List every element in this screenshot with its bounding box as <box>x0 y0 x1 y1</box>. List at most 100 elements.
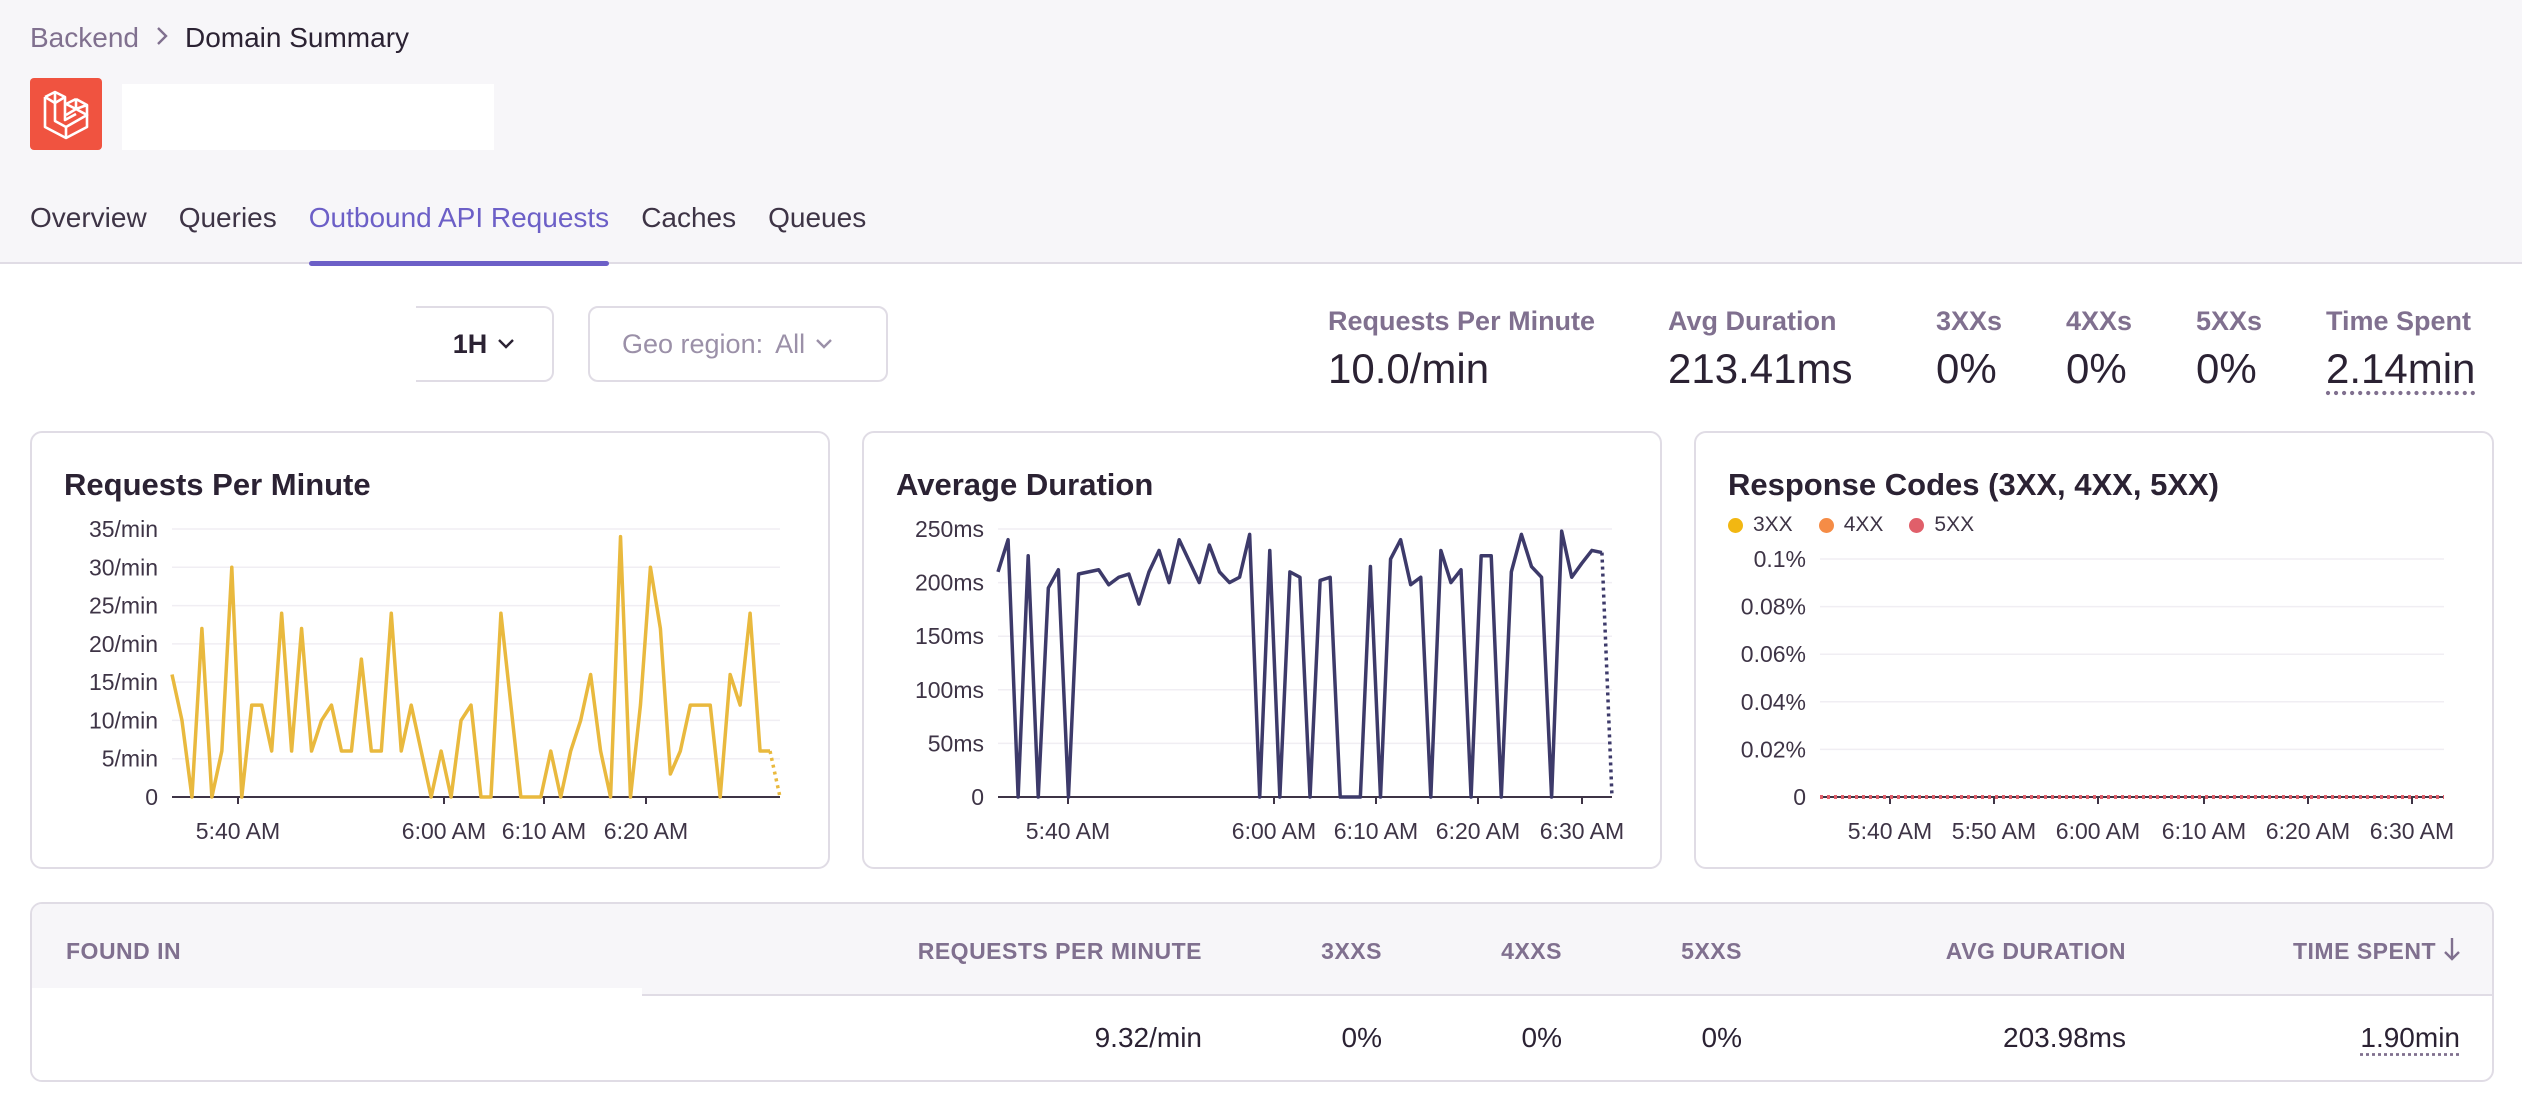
cell-time-spent[interactable]: 1.90min <box>2360 1022 2460 1053</box>
x-tick-label: 6:10 AM <box>1334 818 1418 844</box>
column-time-spent[interactable]: TIME SPENT <box>2292 938 2436 964</box>
tab-queries[interactable]: Queries <box>178 202 277 233</box>
geo-region-selector[interactable]: Geo region: All <box>588 306 888 382</box>
breadcrumb-backend-link[interactable]: Backend <box>30 22 139 53</box>
domain-table: FOUND IN REQUESTS PER MINUTE 3XXS 4XXS 5… <box>30 902 2494 1082</box>
x-tick-label: 6:20 AM <box>604 818 688 844</box>
page-header: Backend Domain Summary Overview Queries … <box>0 0 2522 266</box>
column-requests-per-minute[interactable]: REQUESTS PER MINUTE <box>917 938 1202 964</box>
y-tick-label: 0.08% <box>1741 594 1806 620</box>
x-tick-label: 5:40 AM <box>1848 818 1932 844</box>
y-tick-label: 250ms <box>915 516 984 542</box>
legend-dot <box>1728 517 1743 533</box>
x-tick-label: 5:40 AM <box>196 818 280 844</box>
breadcrumb: Backend Domain Summary <box>30 22 409 54</box>
chart-average-duration[interactable]: 250ms 200ms 150ms 100ms 50ms 0 5:40 AM 6:00 AM 6… <box>864 433 1660 867</box>
chart-title: Average Duration <box>896 467 1154 502</box>
legend-label: 5XX <box>1934 513 1975 536</box>
y-tick-label: 0 <box>971 784 984 810</box>
chart-requests-per-minute[interactable]: 35/min 30/min 25/min 20/min 15/min 10/min 5/mi… <box>32 433 828 867</box>
tab-outbound-api-requests[interactable]: Outbound API Requests <box>308 202 610 266</box>
tab-caches[interactable]: Caches <box>641 202 737 233</box>
x-tick-label: 6:20 AM <box>2266 818 2350 844</box>
tab-queues[interactable]: Queues <box>768 202 867 233</box>
metric-3xx: 3XXs 0% <box>1936 306 2002 393</box>
chart-card-response-codes: Response Codes (3XX, 4XX, 5XX) 3XX 4XX 5… <box>1694 431 2494 869</box>
metric-label: Requests Per Minute <box>1328 306 1596 336</box>
legend-item-5xx[interactable]: 5XX <box>1909 513 1974 537</box>
laravel-logo-icon <box>30 78 102 150</box>
legend-label: 3XX <box>1753 513 1793 536</box>
y-tick-label: 20/min <box>89 631 158 657</box>
chart-response-codes[interactable]: 0.1% 0.08% 0.06% 0.04% 0.02% 0 5:40 AM 5:50 AM 6… <box>1696 433 2492 867</box>
chart-card-average-duration: Average Duration 250ms 200ms 150ms 100ms 50m… <box>862 431 1662 869</box>
y-tick-label: 5/min <box>102 746 158 772</box>
redacted-project-name <box>122 84 494 150</box>
tab-overview[interactable]: Overview <box>30 202 147 233</box>
y-tick-label: 200ms <box>915 570 984 596</box>
metric-value: 0% <box>2196 345 2257 392</box>
legend-label: 4XX <box>1843 513 1884 536</box>
metric-requests-per-minute: Requests Per Minute 10.0/min <box>1328 306 1595 393</box>
metric-label: Avg Duration <box>1668 306 1837 336</box>
y-tick-label: 0 <box>1793 784 1806 810</box>
x-tick-label: 6:30 AM <box>1540 818 1624 844</box>
cell-5xxs: 0% <box>1701 1022 1742 1053</box>
metric-label: Time Spent <box>2326 306 2472 336</box>
x-tick-label: 6:00 AM <box>402 818 486 844</box>
chart-title: Response Codes (3XX, 4XX, 5XX) <box>1728 467 2220 502</box>
breadcrumb-current: Domain Summary <box>184 22 410 53</box>
period-value: 1H <box>452 328 488 359</box>
y-tick-label: 50ms <box>928 730 984 756</box>
series-line-incomplete <box>1600 552 1614 798</box>
tab-bar: Overview Queries Outbound API Requests C… <box>30 202 898 266</box>
legend-dot <box>1909 517 1925 533</box>
chart-legend: 3XX 4XX 5XX <box>1728 513 2000 537</box>
metric-4xx: 4XXs 0% <box>2066 306 2132 393</box>
column-3xxs[interactable]: 3XXS <box>1321 938 1382 964</box>
y-tick-label: 100ms <box>915 677 984 703</box>
metric-label: 4XXs <box>2066 306 2133 336</box>
chevron-down-icon <box>497 338 515 350</box>
cell-3xxs: 0% <box>1341 1022 1382 1053</box>
y-tick-label: 0.06% <box>1741 641 1806 667</box>
metric-avg-duration: Avg Duration 213.41ms <box>1668 306 1852 393</box>
metric-value: 213.41ms <box>1668 345 1853 392</box>
y-tick-label: 30/min <box>89 554 158 580</box>
y-tick-label: 35/min <box>89 516 158 542</box>
cell-avg-duration: 203.98ms <box>2003 1022 2126 1053</box>
column-5xxs[interactable]: 5XXS <box>1681 938 1742 964</box>
geo-region-value: All <box>775 328 806 359</box>
legend-dot <box>1818 517 1834 533</box>
y-tick-label: 0.04% <box>1741 689 1806 715</box>
y-tick-label: 150ms <box>915 623 984 649</box>
x-tick-label: 5:50 AM <box>1952 818 2036 844</box>
y-tick-label: 0 <box>145 784 158 810</box>
y-tick-label: 10/min <box>89 707 158 733</box>
chart-title: Requests Per Minute <box>64 467 371 502</box>
metric-value: 10.0/min <box>1328 345 1490 392</box>
metric-value[interactable]: 2.14min <box>2326 345 2476 392</box>
column-avg-duration[interactable]: AVG DURATION <box>1945 938 2126 964</box>
column-4xxs[interactable]: 4XXS <box>1501 938 1562 964</box>
x-tick-label: 6:20 AM <box>1436 818 1520 844</box>
arrow-down-icon <box>2442 936 2462 967</box>
cell-requests-per-minute: 9.32/min <box>1094 1022 1202 1053</box>
chevron-right-icon <box>155 23 169 54</box>
geo-region-label: Geo region: <box>622 328 764 359</box>
legend-item-3xx[interactable]: 3XX <box>1728 513 1793 537</box>
y-tick-label: 25/min <box>89 593 158 619</box>
x-tick-label: 6:30 AM <box>2370 818 2454 844</box>
cell-4xxs: 0% <box>1521 1022 1562 1053</box>
period-selector[interactable]: 1H <box>416 306 554 382</box>
x-tick-label: 5:40 AM <box>1026 818 1110 844</box>
x-tick-label: 6:10 AM <box>502 818 586 844</box>
legend-item-4xx[interactable]: 4XX <box>1818 513 1884 537</box>
metric-value: 0% <box>2066 345 2127 392</box>
metric-label: 5XXs <box>2196 306 2263 336</box>
column-found-in[interactable]: FOUND IN <box>66 938 182 964</box>
y-tick-label: 0.02% <box>1741 736 1806 762</box>
metric-5xx: 5XXs 0% <box>2196 306 2262 393</box>
chevron-down-icon <box>815 338 833 350</box>
chart-card-requests-per-minute: Requests Per Minute 35/min 30/min 25/min 20… <box>30 431 830 869</box>
